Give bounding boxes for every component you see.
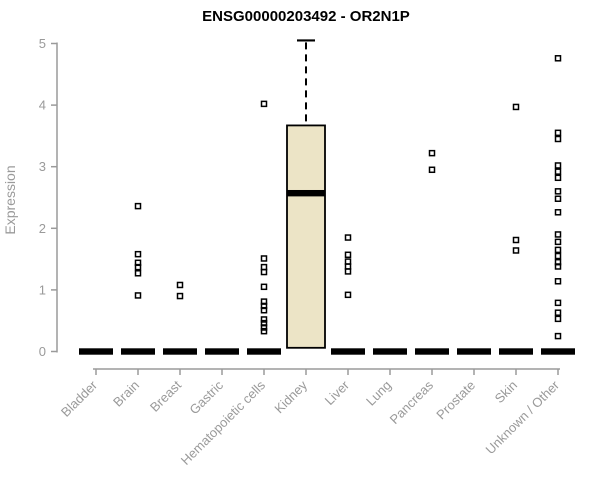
outlier-point	[554, 168, 562, 175]
outlier-point	[554, 231, 562, 238]
outlier-point	[260, 306, 268, 314]
zero-median-bar	[457, 348, 491, 355]
box-rect	[286, 124, 326, 349]
outlier-point	[428, 166, 436, 174]
outlier-point	[260, 316, 268, 323]
outlier-point	[554, 188, 562, 195]
outlier-point	[134, 263, 142, 271]
y-tick-label: 0	[39, 344, 46, 359]
y-axis-label: Expression	[2, 165, 18, 234]
outlier-point	[554, 263, 562, 270]
y-tick-label: 2	[39, 221, 46, 236]
outlier-point	[512, 247, 520, 254]
box-group-pancreas	[415, 149, 449, 355]
box-group-liver	[331, 234, 365, 355]
zero-median-bar	[79, 348, 113, 355]
outlier-point	[428, 149, 436, 157]
outlier-point	[260, 327, 268, 335]
outlier-point	[554, 195, 562, 202]
outlier-point	[554, 299, 562, 307]
box-group-kidney	[286, 39, 326, 349]
box-group-breast	[163, 281, 197, 355]
x-category-label: Breast	[147, 377, 184, 414]
x-category-label: Kidney	[271, 377, 310, 416]
zero-median-bar	[499, 348, 533, 355]
zero-median-bar	[205, 348, 239, 355]
outlier-point	[554, 252, 562, 260]
zero-median-bar	[415, 348, 449, 355]
outlier-point	[554, 162, 562, 169]
box-group-unknown-other	[541, 55, 575, 355]
outlier-point	[512, 236, 520, 244]
x-category-label: Gastric	[186, 377, 226, 417]
outlier-point	[344, 268, 352, 275]
box-group-skin	[499, 103, 533, 355]
box-group-bladder	[79, 348, 113, 355]
zero-median-bar	[247, 348, 281, 355]
outlier-point	[554, 129, 562, 137]
y-tick-label: 1	[39, 282, 46, 297]
zero-median-bar	[541, 348, 575, 355]
outlier-point	[554, 332, 562, 340]
outlier-point	[260, 283, 268, 291]
outlier-point	[260, 324, 268, 331]
x-category-label: Lung	[363, 378, 394, 409]
outlier-point	[554, 278, 562, 285]
y-tick-label: 4	[39, 98, 46, 113]
outlier-point	[554, 55, 562, 62]
x-category-label: Brain	[110, 378, 142, 410]
x-category-label: Prostate	[433, 378, 478, 423]
outlier-point	[554, 238, 562, 246]
outlier-point	[260, 268, 268, 276]
marks-group	[79, 39, 575, 355]
outlier-point	[554, 246, 562, 254]
outlier-point	[134, 270, 142, 277]
outlier-point	[260, 255, 268, 262]
outlier-point	[134, 292, 142, 299]
chart-title: ENSG00000203492 - OR2N1P	[202, 8, 410, 25]
box-group-gastric	[205, 348, 239, 355]
outlier-point	[512, 103, 520, 111]
x-category-label: Skin	[492, 378, 520, 406]
zero-median-bar	[373, 348, 407, 355]
x-category-label: Liver	[322, 377, 353, 408]
outlier-point	[554, 174, 562, 182]
outlier-point	[176, 292, 184, 300]
outlier-point	[554, 315, 562, 323]
x-category-label: Pancreas	[387, 377, 437, 427]
zero-median-bar	[121, 348, 155, 355]
outlier-point	[176, 281, 184, 289]
outlier-point	[344, 291, 352, 299]
zero-median-bar	[163, 348, 197, 355]
median-bar	[287, 189, 325, 197]
x-category-label: Bladder	[58, 377, 101, 420]
box-group-prostate	[457, 348, 491, 355]
outlier-point	[260, 100, 268, 108]
box-group-hematopoietic-cells	[247, 100, 281, 355]
y-tick-label: 5	[39, 36, 46, 51]
outlier-point	[134, 202, 142, 210]
x-category-label: Unknown / Other	[483, 377, 563, 457]
box-group-lung	[373, 348, 407, 355]
outlier-point	[554, 209, 562, 216]
outlier-point	[554, 135, 562, 143]
zero-median-bar	[331, 348, 365, 355]
outlier-point	[344, 251, 352, 259]
box-group-brain	[121, 202, 155, 355]
y-tick-label: 3	[39, 159, 46, 174]
outlier-point	[344, 234, 352, 241]
outlier-point	[554, 309, 562, 316]
outlier-point	[134, 250, 142, 258]
